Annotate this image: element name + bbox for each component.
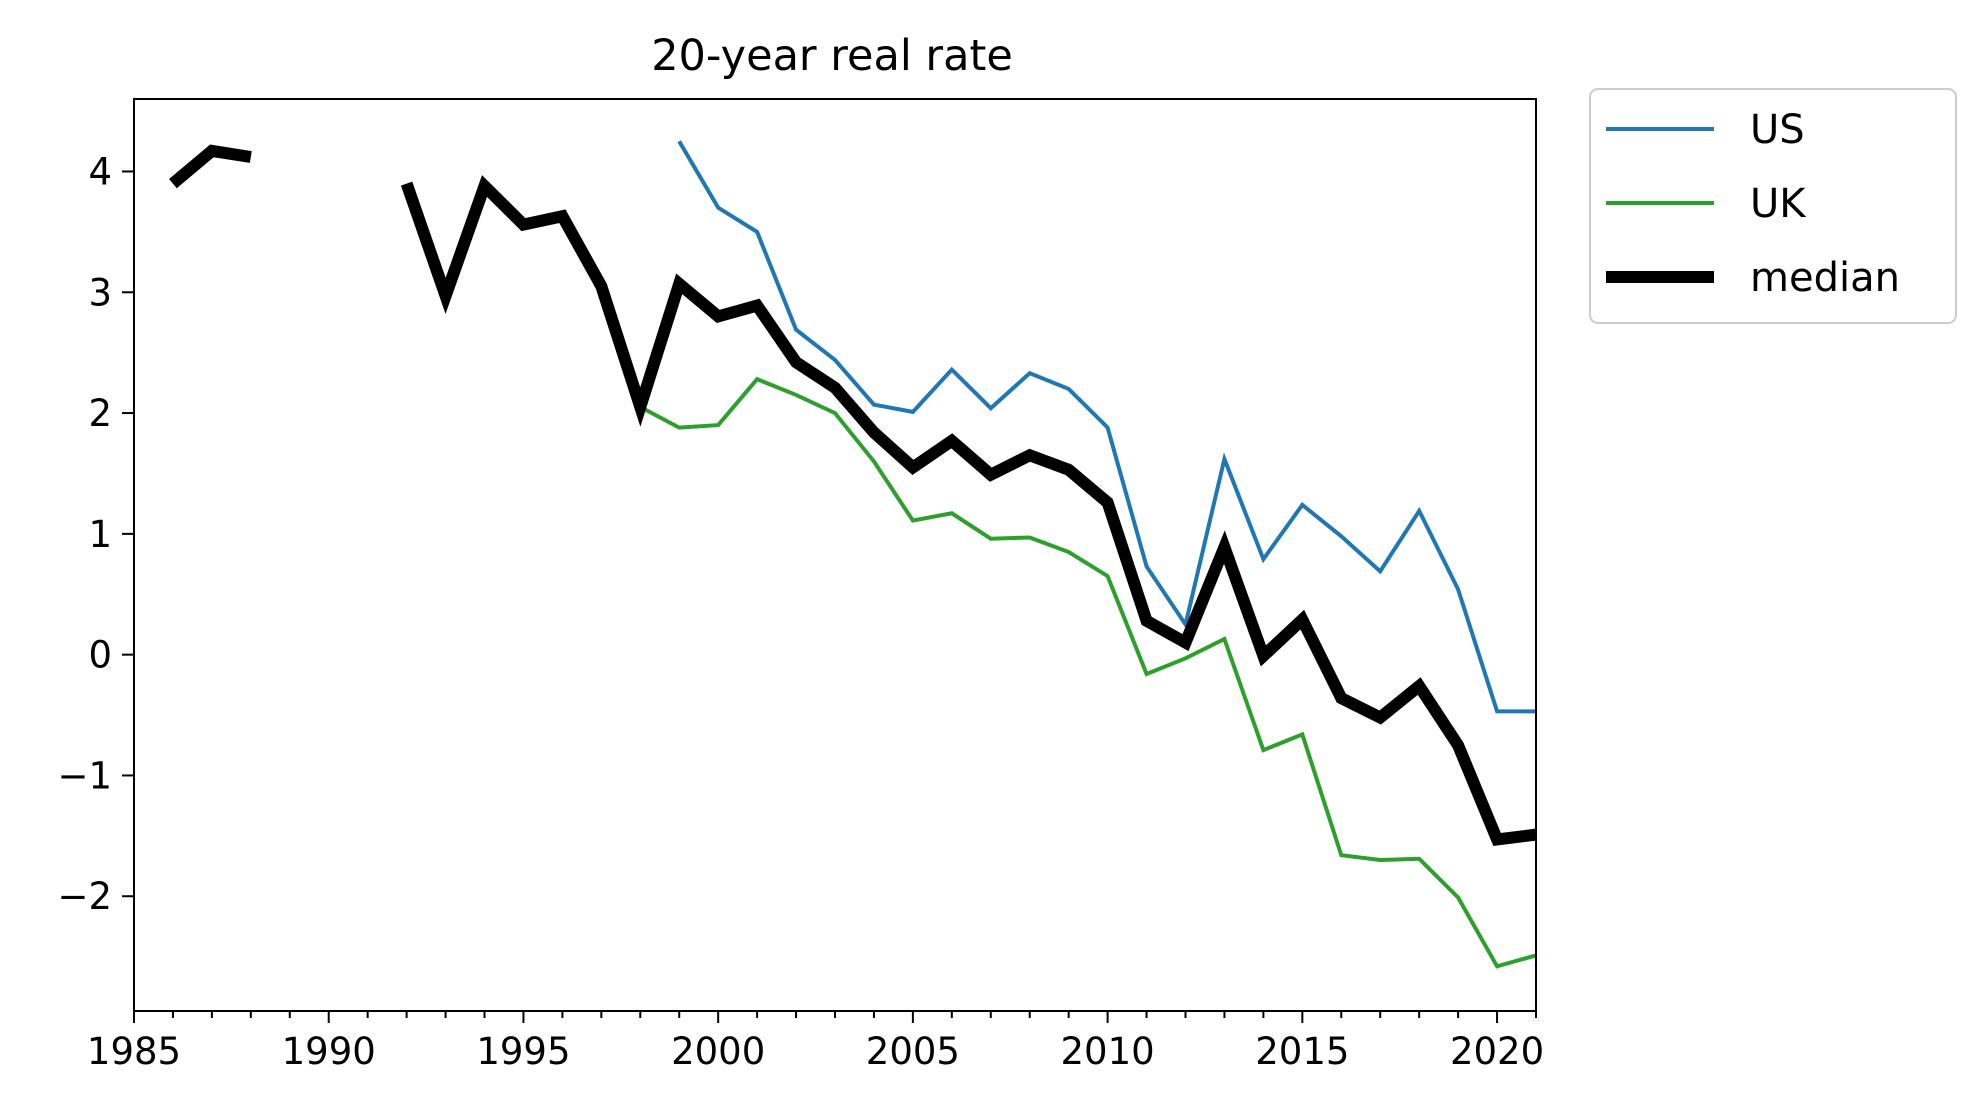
y-axis: 4 3 2 1 0 −1 −2 (57, 150, 134, 918)
x-tick-label-2000: 2000 (671, 1030, 765, 1073)
y-tick-label--1: −1 (57, 754, 112, 797)
series-line-median-segment-2 (400, 175, 1536, 847)
legend-label-median: median (1750, 255, 1900, 301)
legend: US UK median (1589, 88, 1957, 324)
legend-label-us: US (1750, 107, 1805, 153)
x-tick-label-2020: 2020 (1450, 1030, 1544, 1073)
legend-entry-uk: UK (1606, 181, 1807, 227)
plot-frame (133, 98, 1537, 1012)
x-tick-label-1985: 1985 (87, 1030, 181, 1073)
legend-label-uk: UK (1750, 181, 1807, 227)
x-tick-label-2005: 2005 (866, 1030, 960, 1073)
y-tick-label--2: −2 (57, 875, 112, 918)
x-tick-label-2015: 2015 (1255, 1030, 1349, 1073)
series-layer (169, 140, 1536, 969)
x-axis: 1985 1990 1995 2000 2005 2010 2015 2020 (87, 1011, 1544, 1073)
series-line-us (677, 140, 1536, 714)
legend-box (1589, 88, 1957, 324)
chart-title: 20-year real rate (651, 31, 1013, 81)
y-tick-label-4: 4 (88, 150, 112, 193)
x-tick-label-1995: 1995 (476, 1030, 570, 1073)
legend-entry-us: US (1606, 107, 1805, 153)
series-line-uk (639, 376, 1536, 969)
y-tick-label-0: 0 (88, 634, 112, 677)
y-tick-label-1: 1 (88, 513, 112, 556)
y-tick-label-2: 2 (88, 392, 112, 435)
series-line-median-segment-1 (169, 144, 252, 189)
x-tick-label-2010: 2010 (1061, 1030, 1155, 1073)
x-tick-label-1990: 1990 (282, 1030, 376, 1073)
legend-entry-median: median (1606, 255, 1900, 301)
y-tick-label-3: 3 (88, 271, 112, 314)
